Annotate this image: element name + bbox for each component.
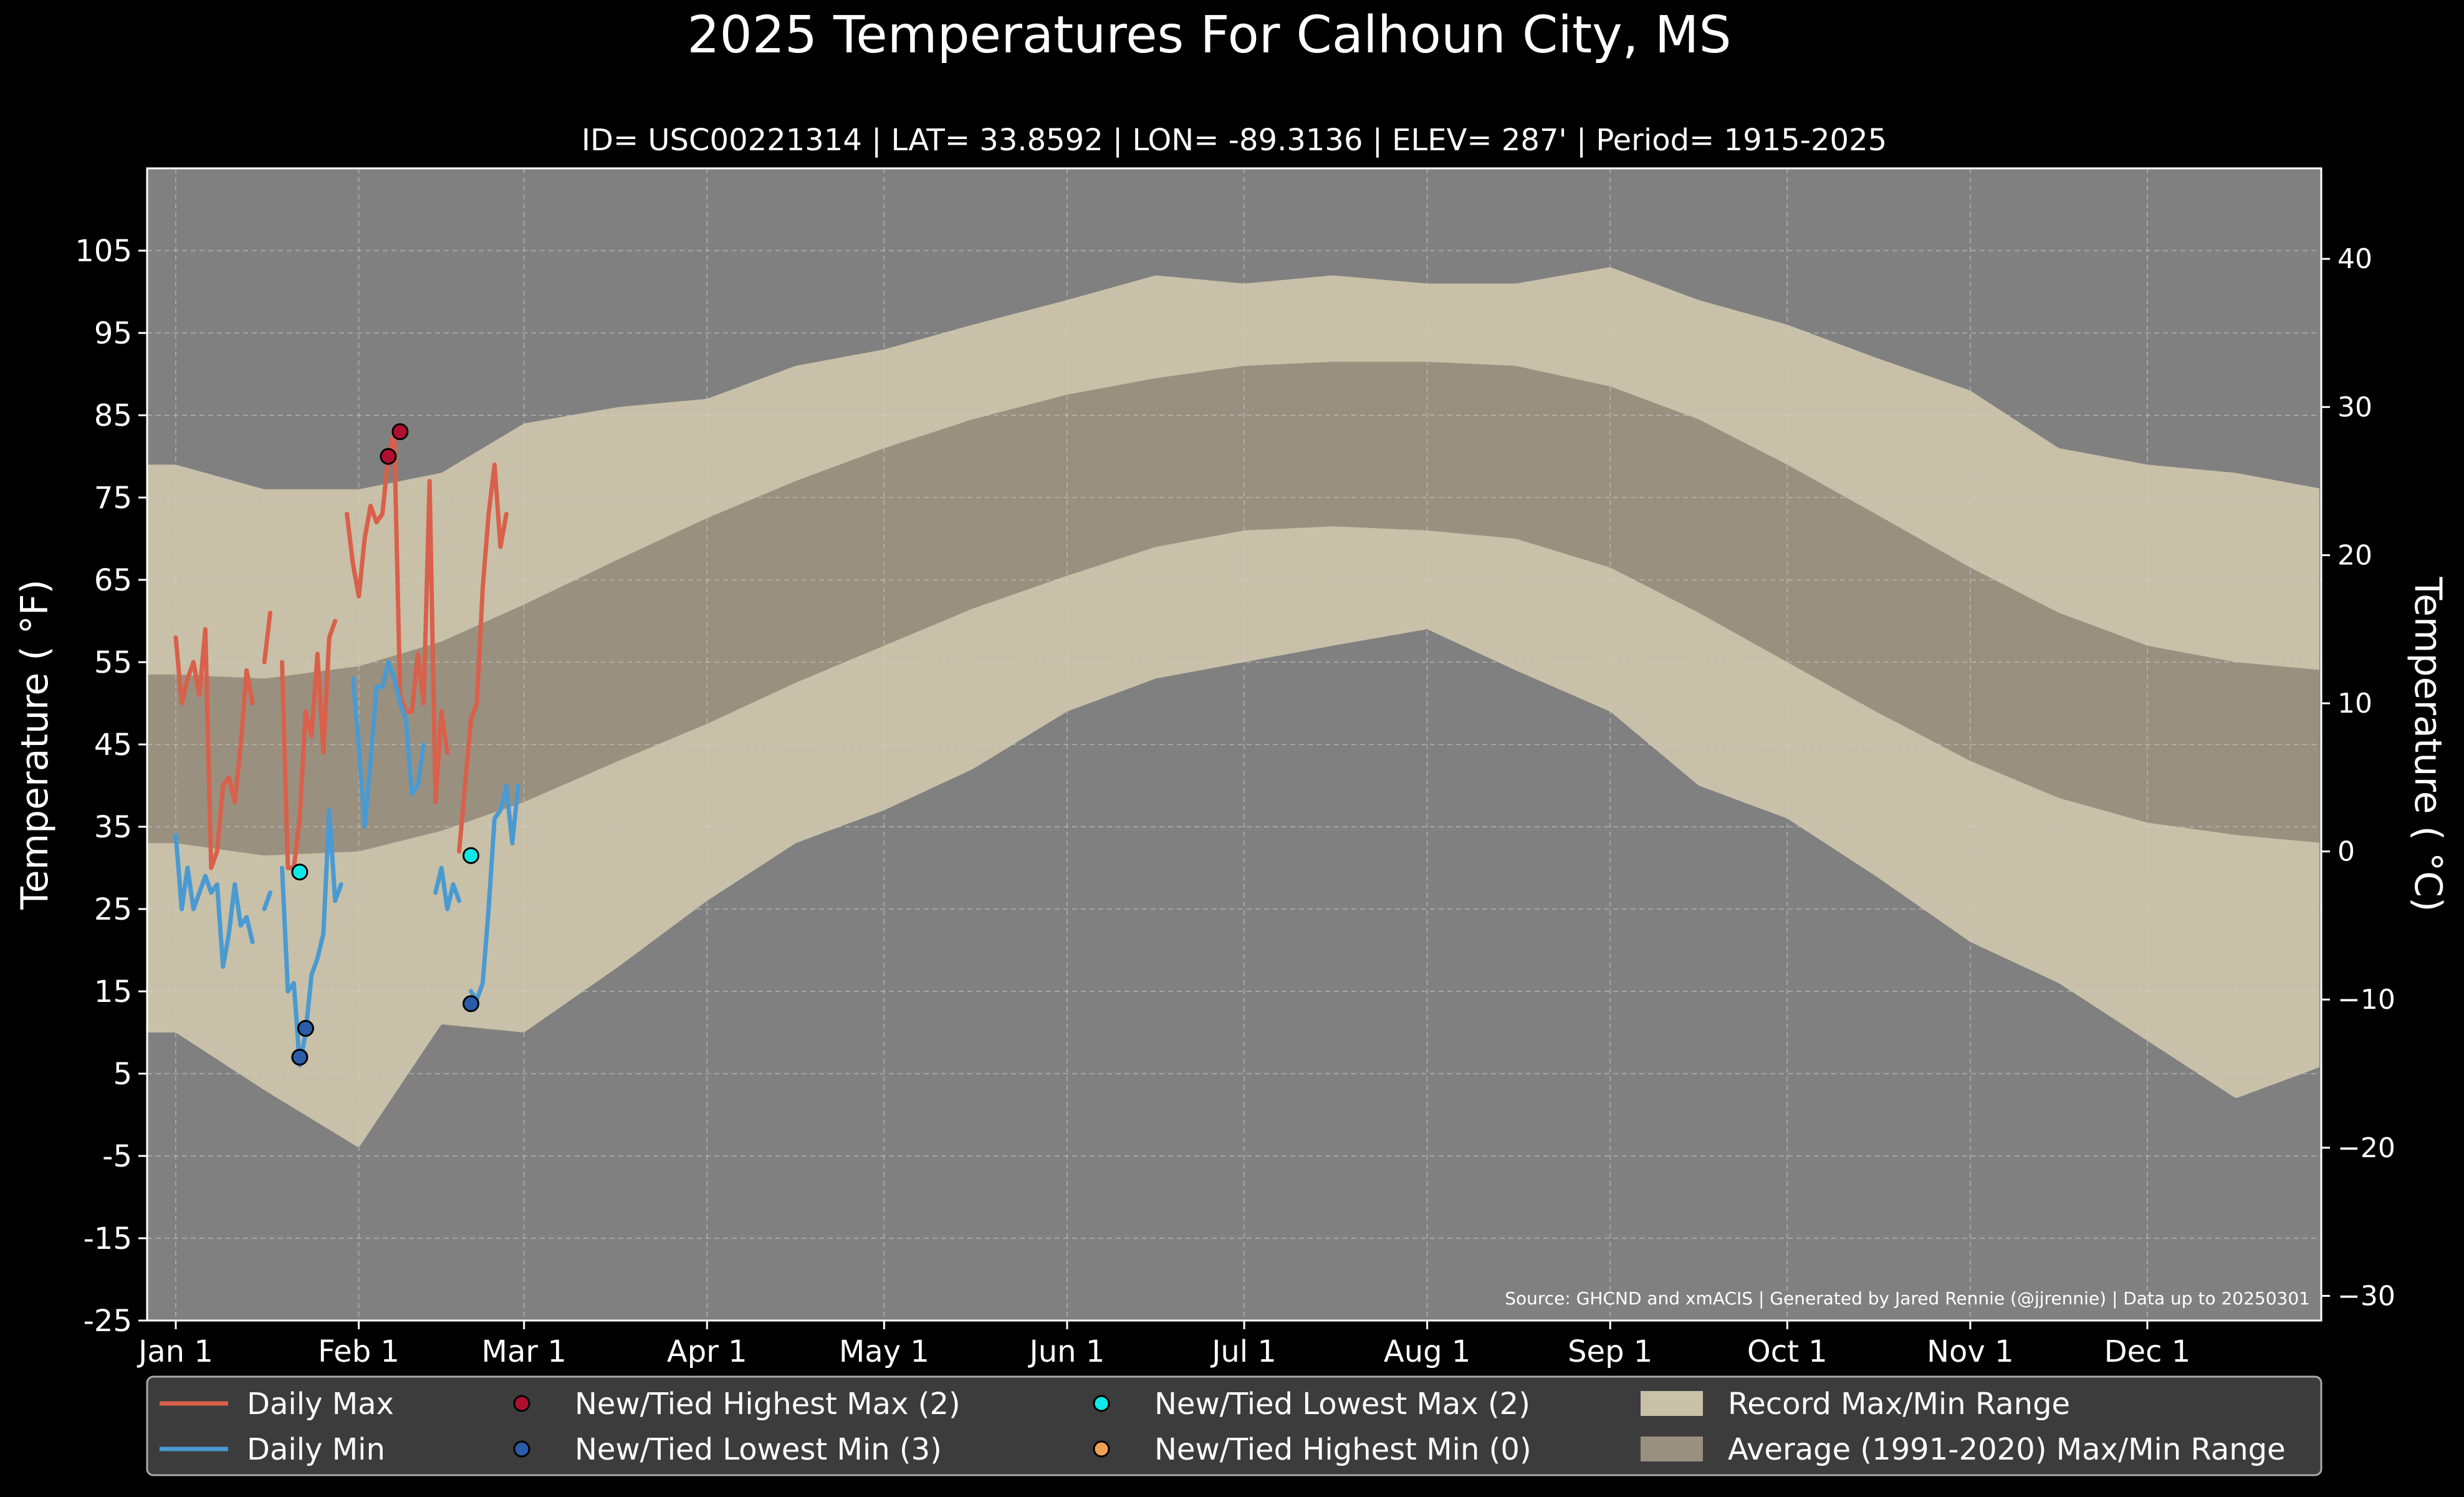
y-tick-label: 95: [94, 316, 132, 351]
x-tick-label: Dec 1: [2104, 1334, 2191, 1369]
legend-marker-swatch: [513, 1395, 530, 1412]
y-tick-label: 65: [94, 563, 132, 598]
y-axis-label: Temperature ( °F): [13, 579, 57, 910]
y-axis-left: 105 95 85 75 65 55 45 35 25 15 5 -5 -15 -25: [75, 234, 147, 1339]
y-tick-label: 75: [94, 481, 132, 516]
legend: Daily Max Daily Min New/Tied Highest Max (…: [160, 1387, 2286, 1467]
y-tick-label-right: 40: [2337, 243, 2372, 275]
y-tick-label-right: −20: [2337, 1132, 2395, 1164]
y-tick-label: 55: [94, 645, 132, 680]
legend-label: New/Tied Highest Min (0): [1154, 1432, 1532, 1467]
y-tick-label-right: 20: [2337, 539, 2372, 571]
y-tick-label: -5: [102, 1139, 132, 1174]
x-axis: Jan 1 Feb 1 Mar 1 Apr 1 May 1 Jun 1 Jul 1 Aug 1…: [137, 1321, 2190, 1369]
average-range-band: [148, 362, 2319, 856]
y-tick-label: 5: [113, 1057, 132, 1092]
legend-marker-swatch: [1093, 1440, 1110, 1458]
x-tick-label: Aug 1: [1384, 1334, 1471, 1369]
legend-patch-swatch: [1641, 1437, 1703, 1461]
x-tick-label: Jul 1: [1210, 1334, 1277, 1369]
x-tick-label: Nov 1: [1927, 1334, 2013, 1369]
daily-max-line: [173, 429, 509, 870]
y-axis-right: 40 30 20 10 0 −10 −20 −30: [2321, 243, 2395, 1312]
daily-series: [173, 429, 520, 1068]
y-tick-label-right: 10: [2337, 688, 2372, 720]
x-tick-label: Feb 1: [318, 1334, 400, 1369]
y-tick-label-right: −30: [2337, 1280, 2395, 1312]
y-axis-label-right: Temperature ( °C): [2406, 577, 2450, 912]
record-marker: [391, 423, 409, 440]
x-tick-label: Jun 1: [1028, 1334, 1105, 1369]
source-note: Source: GHCND and xmACIS | Generated by …: [1505, 1288, 2310, 1309]
record-marker: [297, 1019, 314, 1037]
chart-title: 2025 Temperatures For Calhoun City, MS: [687, 6, 1731, 65]
record-marker: [380, 448, 397, 465]
x-tick-label: Sep 1: [1568, 1334, 1652, 1369]
y-tick-label: 85: [94, 398, 132, 433]
legend-label: New/Tied Lowest Min (3): [575, 1432, 942, 1467]
legend-label: Average (1991-2020) Max/Min Range: [1728, 1432, 2286, 1467]
y-tick-label: 45: [94, 728, 132, 763]
legend-label: New/Tied Lowest Max (2): [1154, 1387, 1530, 1422]
record-marker: [463, 847, 479, 864]
legend-marker-swatch: [513, 1440, 530, 1458]
record-marker: [463, 995, 479, 1013]
record-marker: [291, 864, 309, 881]
daily-min-line: [173, 660, 520, 1068]
x-tick-label: Apr 1: [667, 1334, 747, 1369]
record-markers: [291, 423, 479, 1066]
grid-lines: [147, 168, 2321, 1321]
legend-label: New/Tied Highest Max (2): [575, 1387, 961, 1422]
y-tick-label: -15: [84, 1221, 132, 1256]
y-tick-label-right: −10: [2337, 984, 2395, 1016]
y-tick-label: -25: [84, 1304, 132, 1339]
x-tick-label: Mar 1: [482, 1334, 567, 1369]
y-tick-label: 25: [94, 892, 132, 927]
y-tick-label-right: 30: [2337, 392, 2372, 423]
chart-subtitle: ID= USC00221314 | LAT= 33.8592 | LON= -8…: [582, 123, 1887, 158]
legend-label: Daily Min: [247, 1432, 385, 1467]
climate-bands: [148, 267, 2319, 1147]
legend-label: Record Max/Min Range: [1728, 1387, 2070, 1422]
x-tick-label: Oct 1: [1747, 1334, 1828, 1369]
y-tick-label: 105: [75, 234, 132, 269]
y-tick-label-right: 0: [2337, 836, 2355, 868]
legend-label: Daily Max: [247, 1387, 394, 1422]
y-tick-label: 15: [94, 975, 132, 1009]
y-tick-label: 35: [94, 810, 132, 845]
x-tick-label: Jan 1: [137, 1334, 213, 1369]
record-marker: [291, 1049, 309, 1066]
legend-box: [146, 1375, 2323, 1476]
x-tick-label: May 1: [839, 1334, 929, 1369]
legend-patch-swatch: [1641, 1391, 1703, 1416]
legend-marker-swatch: [1093, 1395, 1110, 1412]
